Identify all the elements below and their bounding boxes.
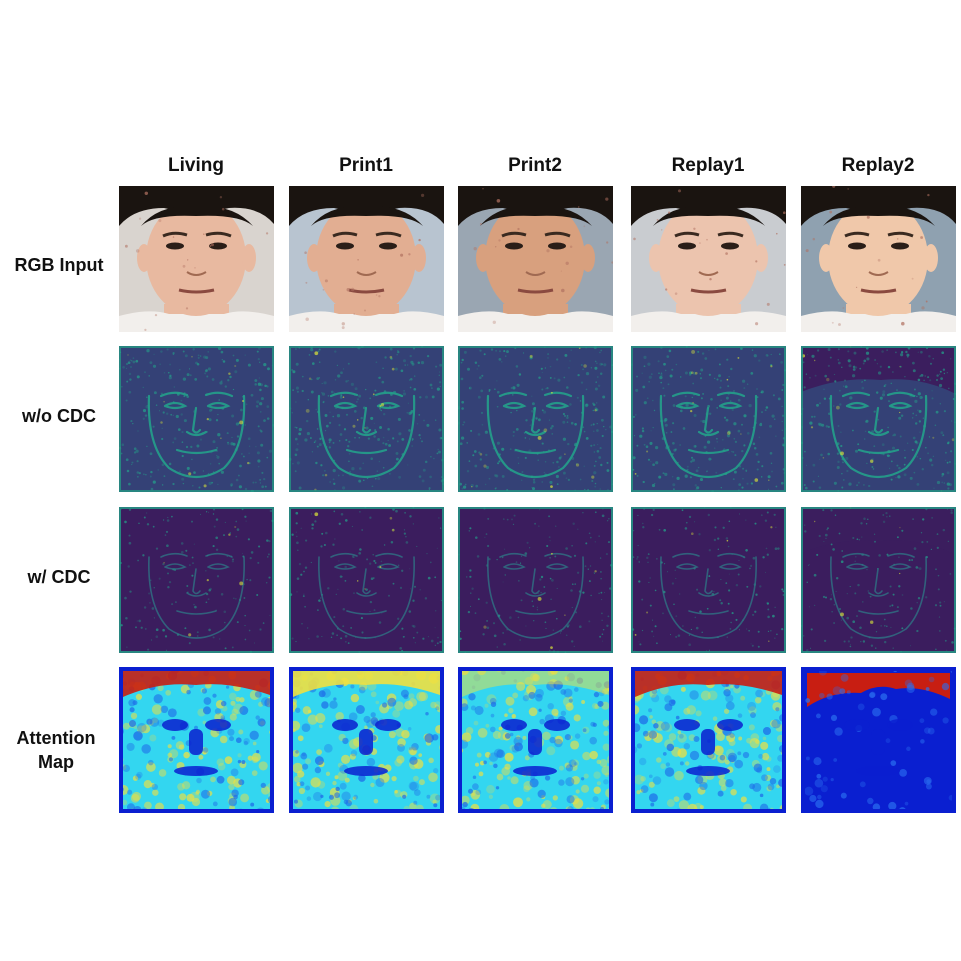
- row-header-feat_w: w/ CDC: [0, 565, 118, 589]
- feat_wo-graphic: [801, 346, 956, 492]
- feat_w-graphic: [631, 507, 786, 653]
- column-header-living: Living: [111, 152, 281, 180]
- column-header-replay1: Replay1: [623, 152, 793, 180]
- feat_wo-image-living: [119, 346, 274, 492]
- rgb-image-replay1: [631, 186, 786, 332]
- rgb-image-replay2: [801, 186, 956, 332]
- feat_w-image-living: [119, 507, 274, 653]
- attention-graphic: [119, 667, 274, 813]
- feat_w-image-replay2: [801, 507, 956, 653]
- attention-graphic: [801, 667, 956, 813]
- rgb-image-print1: [289, 186, 444, 332]
- rgb-graphic: [119, 186, 274, 332]
- row-header-rgb: RGB Input: [0, 253, 118, 277]
- attention-image-living: [119, 667, 274, 813]
- rgb-image-living: [119, 186, 274, 332]
- feat_wo-image-replay1: [631, 346, 786, 492]
- feat_wo-graphic: [289, 346, 444, 492]
- rgb-graphic: [289, 186, 444, 332]
- attention-image-replay2: [801, 667, 956, 813]
- feat_wo-image-print2: [458, 346, 613, 492]
- attention-image-print2: [458, 667, 613, 813]
- attention-image-replay1: [631, 667, 786, 813]
- feat_wo-graphic: [119, 346, 274, 492]
- rgb-graphic: [631, 186, 786, 332]
- attention-graphic: [458, 667, 613, 813]
- column-header-replay2: Replay2: [793, 152, 961, 180]
- feat_wo-graphic: [631, 346, 786, 492]
- column-header-print2: Print2: [450, 152, 620, 180]
- feat_w-graphic: [289, 507, 444, 653]
- attention-image-print1: [289, 667, 444, 813]
- row-header-feat_wo: w/o CDC: [0, 404, 118, 428]
- feat_w-image-replay1: [631, 507, 786, 653]
- feat_w-image-print2: [458, 507, 613, 653]
- feat_wo-image-replay2: [801, 346, 956, 492]
- feat_w-graphic: [801, 507, 956, 653]
- attention-graphic: [631, 667, 786, 813]
- feat_w-graphic: [458, 507, 613, 653]
- feat_w-graphic: [119, 507, 274, 653]
- column-header-print1: Print1: [281, 152, 451, 180]
- feat_w-image-print1: [289, 507, 444, 653]
- attention-graphic: [289, 667, 444, 813]
- rgb-graphic: [801, 186, 956, 332]
- feat_wo-graphic: [458, 346, 613, 492]
- rgb-image-print2: [458, 186, 613, 332]
- rgb-graphic: [458, 186, 613, 332]
- feat_wo-image-print1: [289, 346, 444, 492]
- row-header-attention: Attention Map: [6, 726, 106, 774]
